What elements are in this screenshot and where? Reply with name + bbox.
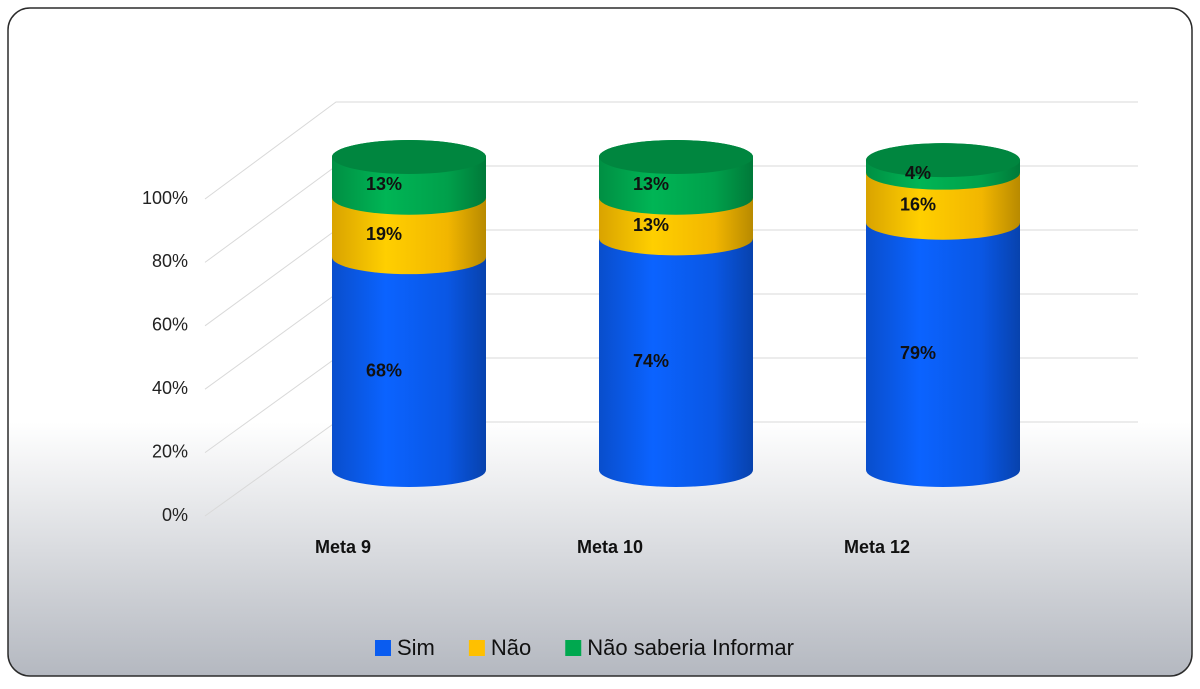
legend-swatch	[375, 640, 391, 656]
grid-line	[204, 101, 1138, 200]
bar-top	[332, 140, 486, 174]
y-tick-label: 20%	[152, 441, 188, 461]
data-label: 13%	[633, 215, 669, 235]
legend-swatch	[565, 640, 582, 656]
bar-top	[866, 143, 1020, 178]
legend-label: Não saberia Informar	[587, 635, 794, 660]
data-label: 4%	[905, 163, 931, 183]
bar-segment	[332, 240, 486, 487]
data-label: 19%	[366, 224, 402, 244]
x-tick-label: Meta 12	[844, 537, 910, 557]
data-label: 13%	[633, 174, 669, 194]
bar-top	[599, 140, 753, 174]
y-tick-label: 80%	[152, 251, 188, 271]
x-tick-label: Meta 9	[315, 537, 371, 557]
data-label: 13%	[366, 174, 402, 194]
data-label: 16%	[900, 194, 936, 214]
data-label: 68%	[366, 360, 402, 380]
bar-segment	[866, 205, 1021, 488]
y-tick-label: 40%	[152, 378, 188, 398]
bar-segment	[599, 221, 753, 487]
data-label: 74%	[633, 351, 669, 371]
legend-label: Sim	[397, 635, 435, 660]
x-tick-label: Meta 10	[577, 537, 643, 557]
y-tick-label: 0%	[162, 505, 188, 525]
y-tick-label: 100%	[142, 188, 188, 208]
legend-swatch	[468, 640, 485, 656]
data-label: 79%	[900, 343, 936, 363]
y-tick-label: 60%	[152, 315, 188, 335]
legend-label: Não	[491, 635, 531, 660]
